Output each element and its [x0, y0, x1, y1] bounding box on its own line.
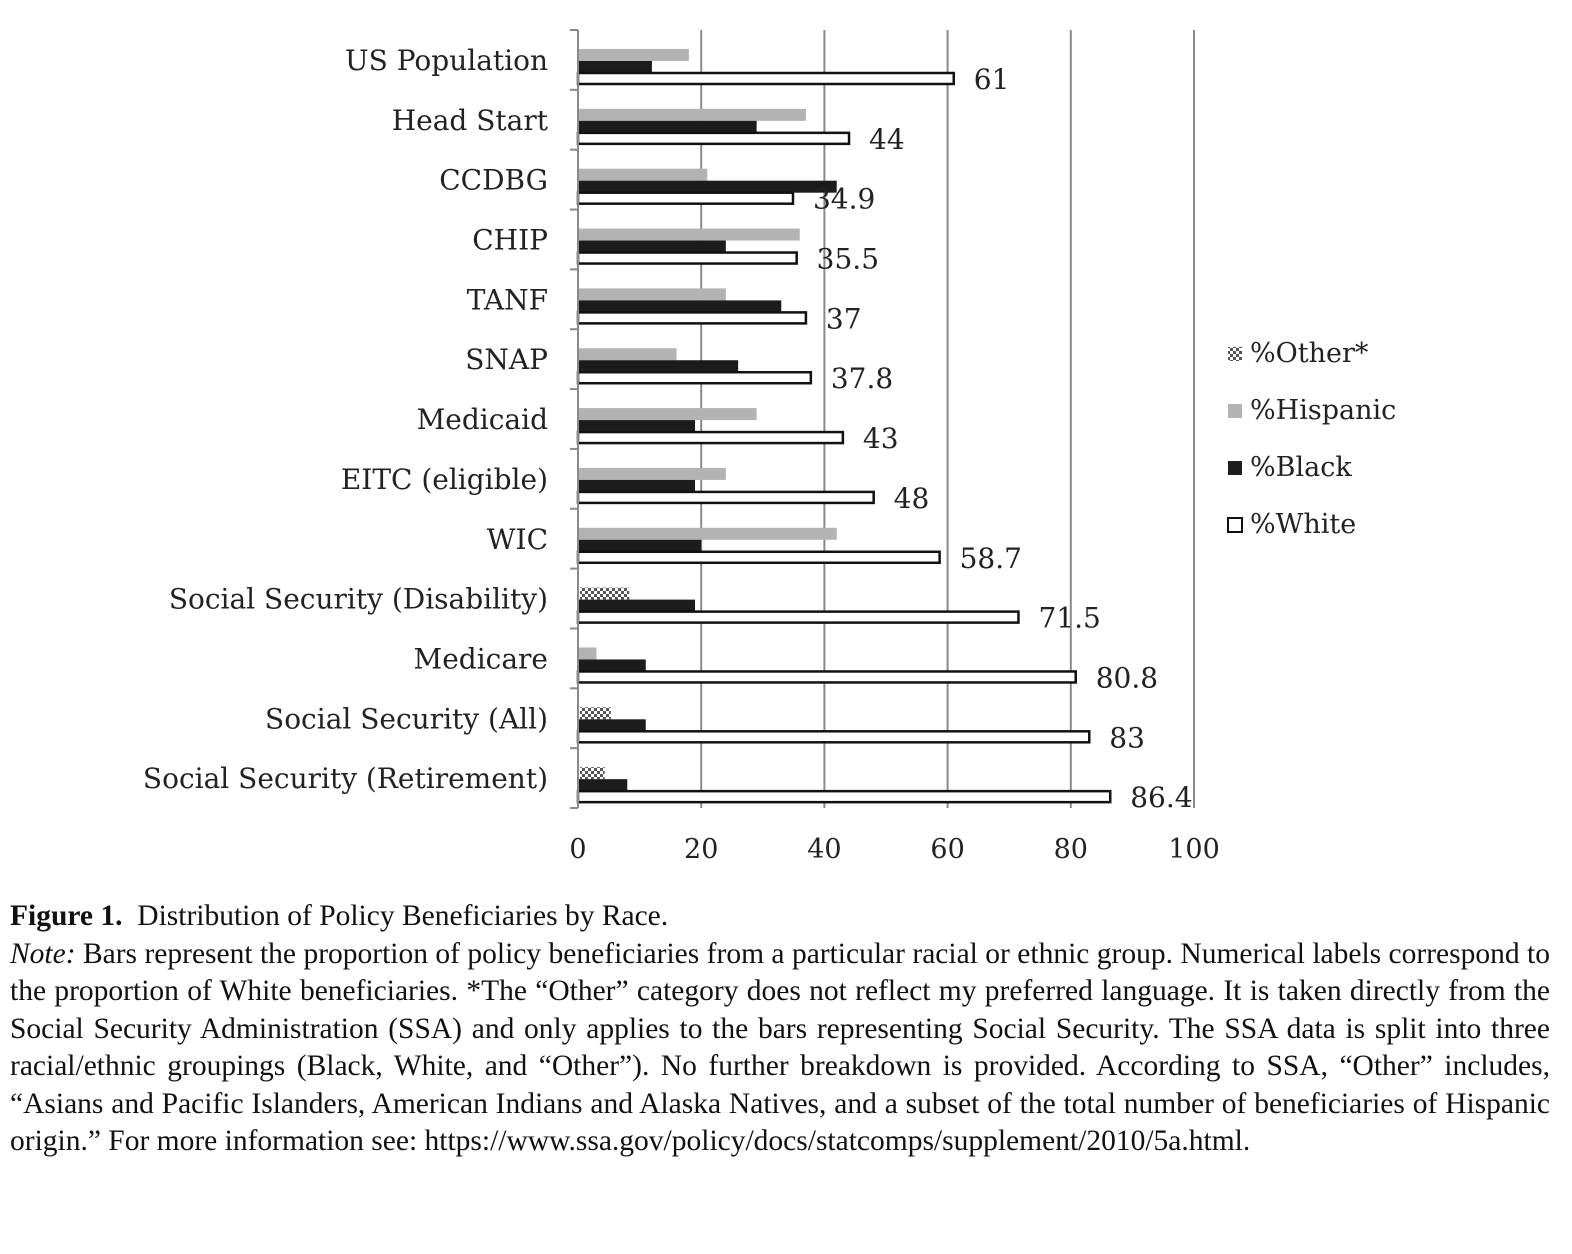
bar-hispanic: [578, 647, 597, 660]
category-label: Medicaid: [417, 403, 548, 436]
bar-black: [578, 659, 646, 672]
bar-white: [576, 789, 1112, 804]
data-label: 71.5: [1038, 602, 1100, 635]
bar-black: [578, 719, 646, 732]
note-text: Bars represent the proportion of policy …: [10, 937, 1550, 1158]
bar-white: [576, 670, 1077, 684]
bar-black: [578, 180, 837, 193]
data-label: 61: [974, 63, 1010, 96]
bar-hispanic: [578, 228, 800, 241]
legend-label-other: %Other*: [1250, 338, 1369, 369]
bar-hispanic: [578, 348, 677, 361]
bar-black: [578, 360, 739, 373]
data-label: 37.8: [831, 362, 893, 395]
legend-swatch-black: [1228, 461, 1242, 475]
bar-white: [576, 191, 795, 205]
category-label: TANF: [467, 283, 548, 316]
bar-hispanic: [578, 527, 837, 540]
category-label: CCDBG: [439, 164, 548, 197]
x-tick-label: 100: [1168, 834, 1220, 865]
bar-black: [578, 300, 782, 313]
category-label: Social Security (All): [265, 702, 548, 735]
data-label: 44: [869, 123, 905, 156]
legend: %Other* %Hispanic %Black %White: [1227, 338, 1396, 540]
bar-white: [576, 430, 845, 445]
legend-swatch-other: [1228, 347, 1242, 361]
category-label: Medicare: [414, 642, 548, 675]
x-tick-label: 0: [569, 834, 586, 865]
bar-white: [576, 370, 813, 385]
bar-black: [578, 599, 696, 612]
data-label: 48: [894, 482, 930, 515]
bar-black: [578, 539, 702, 552]
category-label: EITC (eligible): [341, 463, 548, 496]
bar-white: [576, 490, 875, 505]
data-label: 35.5: [817, 243, 879, 276]
figure-label: Figure 1.: [10, 900, 123, 932]
bar-hispanic: [578, 49, 689, 61]
bar-white: [576, 131, 851, 146]
bar-white: [576, 71, 956, 86]
legend-label-white: %White: [1250, 509, 1356, 540]
figure-title: Distribution of Policy Beneficiaries by …: [137, 900, 669, 932]
data-label: 43: [863, 422, 899, 455]
bar-white: [576, 610, 1020, 624]
x-tick-label: 60: [930, 834, 964, 865]
bar-other: [580, 767, 605, 780]
bar-chart: 0 20 40 60 80 100 US Population 61 Head Start 44…: [143, 29, 1396, 865]
data-label: 86.4: [1130, 781, 1192, 814]
legend-label-black: %Black: [1250, 452, 1352, 483]
bar-hispanic: [578, 108, 806, 121]
data-label: 37: [826, 302, 862, 335]
category-label: CHIP: [472, 224, 548, 257]
category-label: SNAP: [465, 343, 548, 376]
legend-label-hispanic: %Hispanic: [1250, 395, 1396, 426]
bar-white: [576, 251, 798, 265]
category-label: Social Security (Retirement): [143, 762, 548, 795]
data-label: 83: [1109, 721, 1145, 754]
x-tick-label: 20: [684, 834, 718, 865]
bar-hispanic: [578, 467, 726, 480]
data-label: 80.8: [1096, 661, 1158, 694]
bar-black: [578, 420, 696, 433]
bar-black: [578, 61, 652, 73]
bar-other: [580, 587, 630, 600]
bar-other: [580, 707, 611, 720]
x-tick-label: 80: [1054, 834, 1088, 865]
category-label: Social Security (Disability): [169, 583, 548, 616]
bar-white: [576, 311, 808, 325]
bar-black: [578, 120, 757, 133]
legend-swatch-white: [1227, 517, 1243, 533]
category-label: WIC: [487, 523, 548, 556]
x-tick-label: 40: [807, 834, 841, 865]
category-label: US Population: [345, 44, 548, 77]
bar-black: [578, 240, 726, 253]
note-label: Note:: [10, 937, 76, 970]
bar-hispanic: [578, 408, 757, 421]
bar-white: [576, 550, 941, 565]
data-label: 58.7: [960, 542, 1022, 575]
category-label: Head Start: [392, 104, 549, 137]
bar-black: [578, 779, 628, 792]
bar-hispanic: [578, 288, 726, 301]
bar-black: [578, 479, 696, 492]
legend-swatch-hispanic: [1228, 404, 1242, 418]
data-label: 34.9: [813, 183, 875, 216]
bar-white: [576, 730, 1091, 744]
bar-hispanic: [578, 168, 708, 181]
figure-caption: Figure 1. Distribution of Policy Benefic…: [10, 898, 1550, 1161]
